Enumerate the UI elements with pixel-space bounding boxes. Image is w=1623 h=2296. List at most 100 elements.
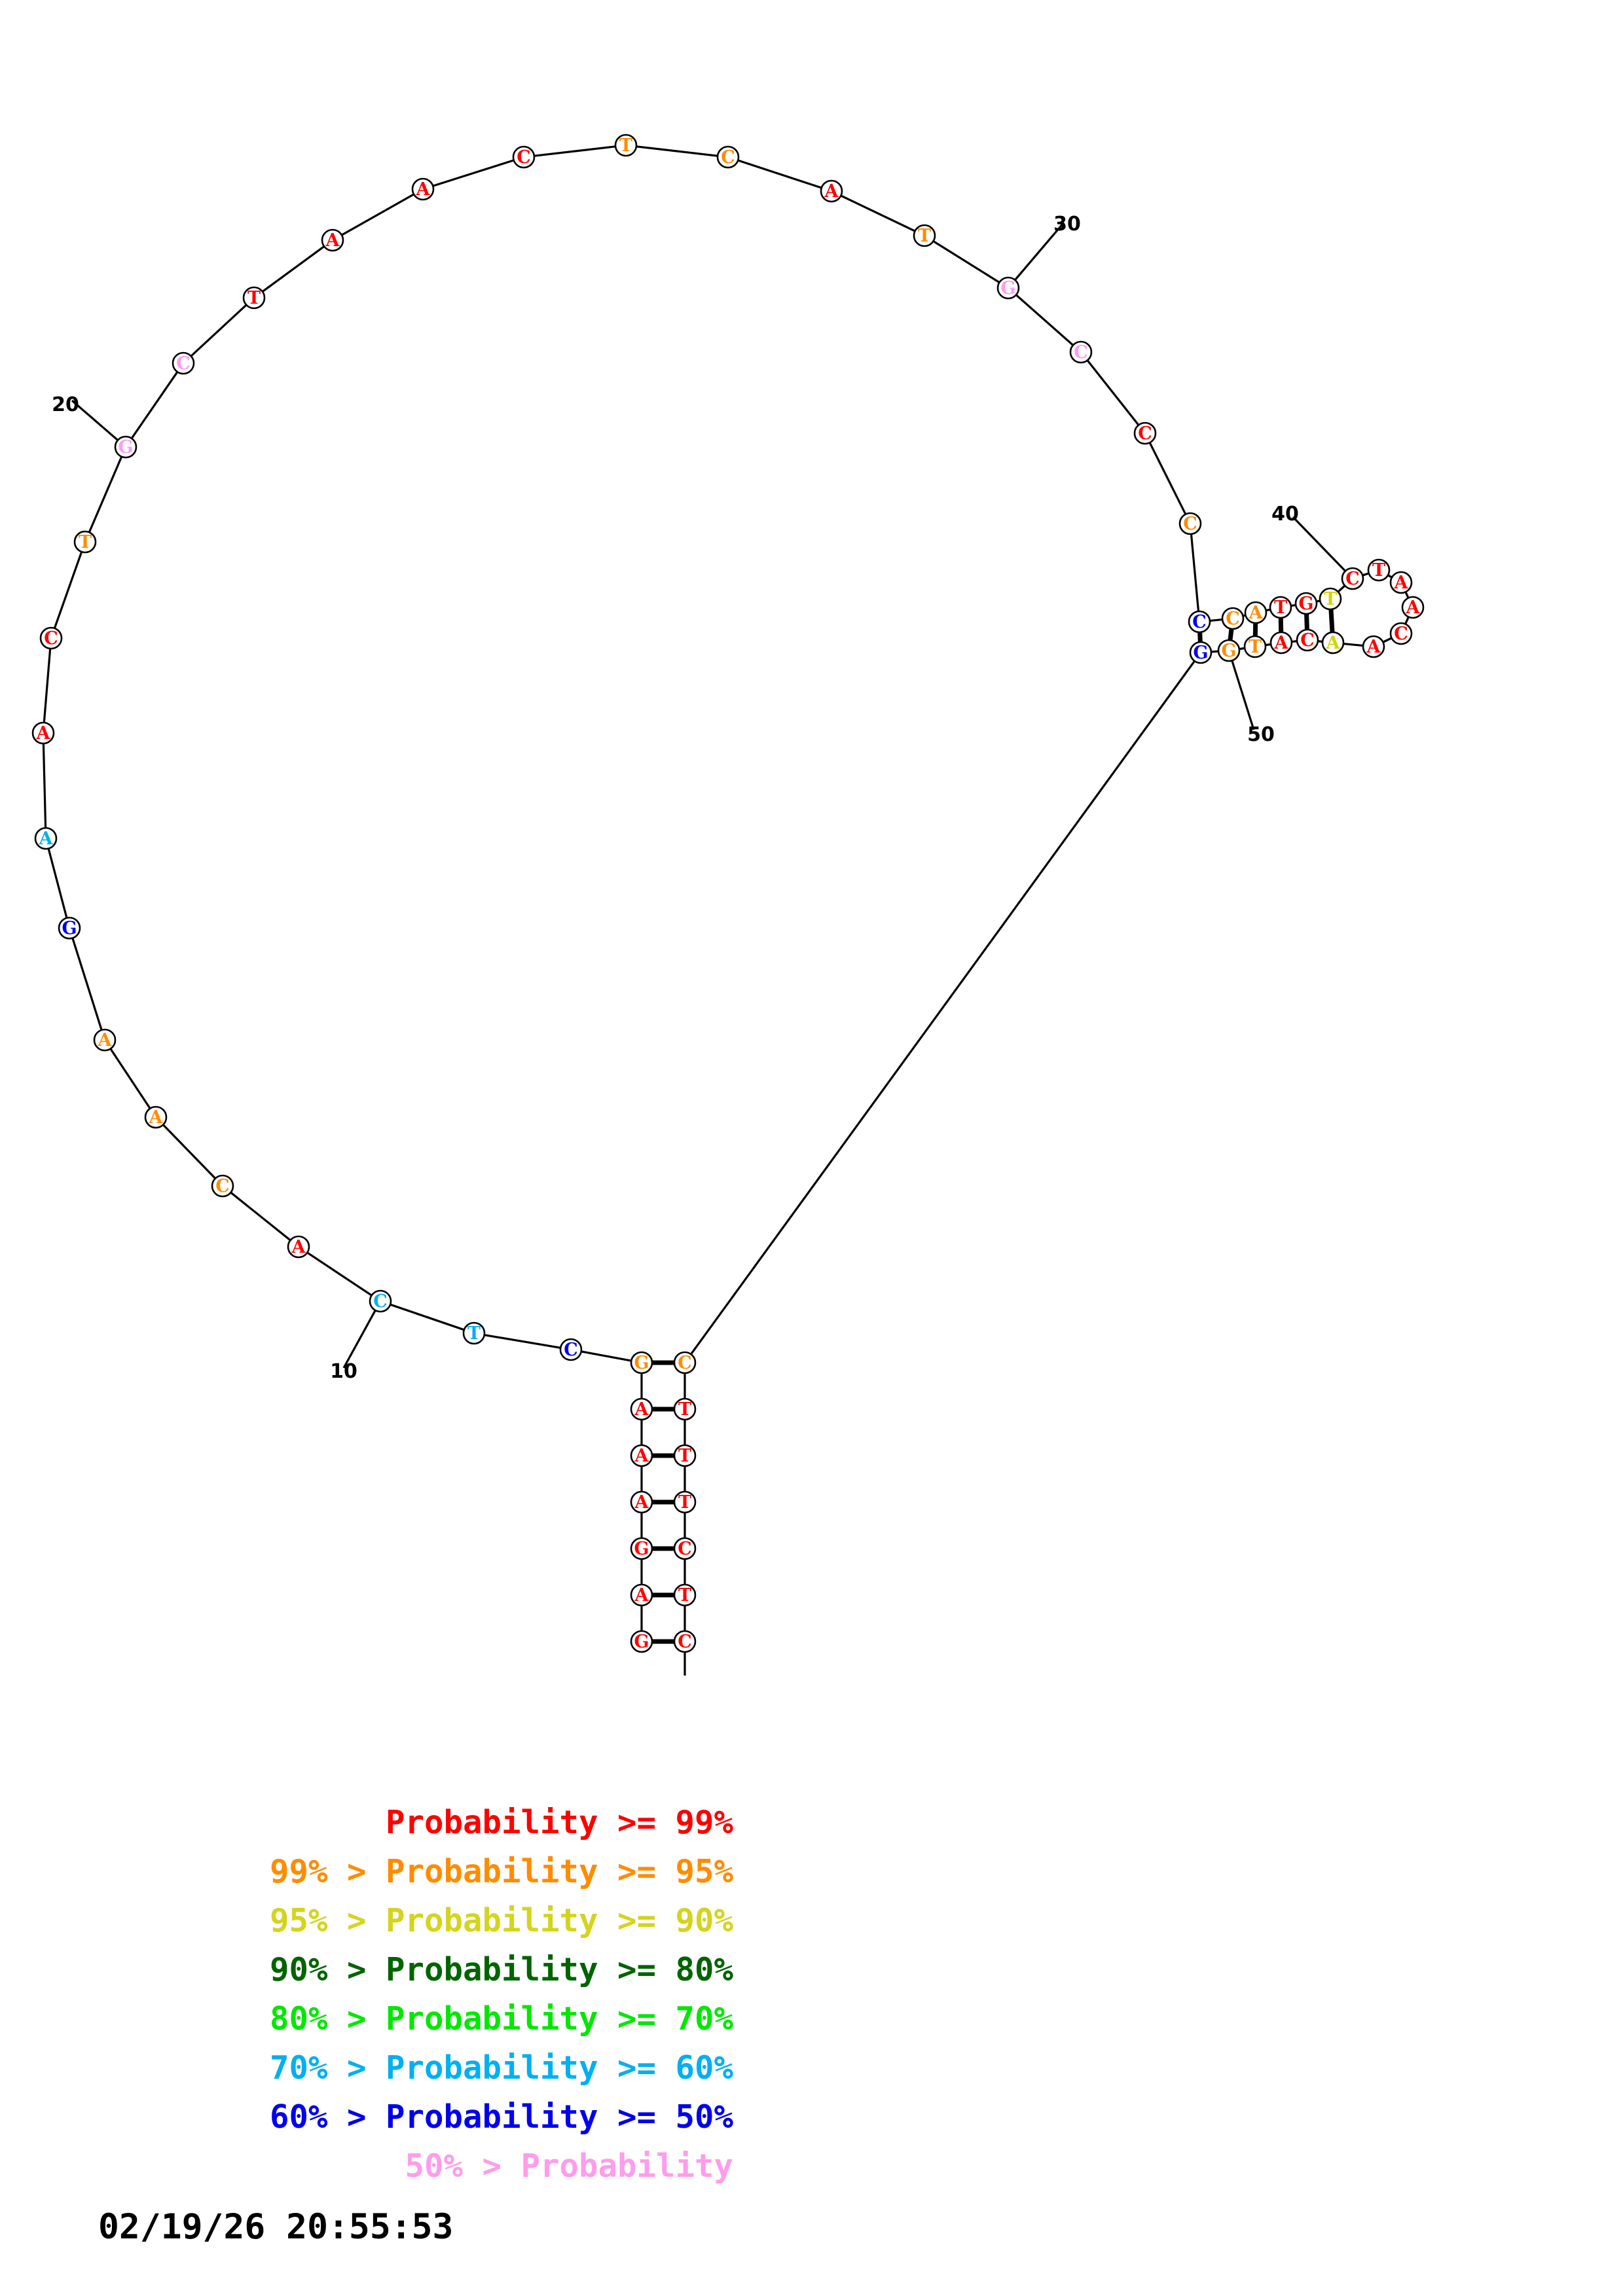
backbone-segment — [534, 145, 616, 157]
position-leader-line — [1292, 516, 1347, 572]
svg-text:C: C — [1192, 612, 1207, 632]
position-leader-line — [71, 399, 119, 441]
svg-text:T: T — [1249, 637, 1262, 657]
svg-text:C: C — [1394, 624, 1408, 644]
nucleotide-node: C — [1069, 340, 1093, 364]
svg-text:C: C — [678, 1353, 692, 1373]
backbone-segment — [1239, 647, 1245, 651]
backbone-segment — [42, 743, 47, 829]
svg-text:A: A — [634, 1399, 649, 1420]
nucleotide-node: A — [1321, 631, 1345, 655]
svg-text:T: T — [678, 1446, 691, 1466]
nucleotide-node: T — [1367, 558, 1391, 582]
nucleotide-node: A — [1244, 601, 1267, 624]
position-leader-line — [1014, 221, 1065, 281]
backbone-segment — [636, 145, 718, 157]
backbone-segment — [1382, 637, 1393, 643]
nucleotide-node: C — [716, 145, 740, 169]
nucleotide-node: T — [1243, 635, 1267, 658]
nucleotide-node: A — [1269, 631, 1293, 655]
backbone-segment — [840, 194, 916, 232]
nucleotide-node: A — [1401, 596, 1425, 619]
backbone-segment — [88, 456, 123, 533]
position-label-50: 50 — [1247, 723, 1275, 746]
legend-line-below-50: 50% > Probability — [405, 2147, 733, 2185]
svg-text:C: C — [517, 147, 531, 168]
legend-line-99: Probability >= 99% — [385, 1804, 733, 1841]
nucleotide-node: C — [559, 1338, 583, 1361]
nucleotide-node: T — [673, 1397, 697, 1421]
backbone-segment — [390, 1303, 465, 1331]
backbone-segment — [581, 1350, 632, 1362]
svg-text:A: A — [1274, 633, 1289, 653]
nucleotide-node: C — [1221, 607, 1245, 630]
svg-text:A: A — [36, 723, 51, 744]
nucleotide-node: T — [73, 530, 97, 554]
backbone-segment — [130, 371, 179, 439]
svg-text:T: T — [678, 1492, 691, 1513]
svg-text:T: T — [619, 135, 632, 156]
svg-text:C: C — [1345, 569, 1360, 589]
nucleotide-node: C — [211, 1174, 234, 1198]
svg-text:A: A — [325, 230, 340, 251]
backbone-segment — [53, 551, 83, 629]
base-pair-bond — [1328, 609, 1335, 633]
backbone-lines — [42, 145, 1410, 1701]
nucleotide-node: C — [673, 1351, 697, 1374]
backbone-segment — [1211, 650, 1219, 653]
nucleotide-node: C — [1133, 422, 1157, 445]
rna-structure-diagram: GAAAGAGCTTTCTCACTCACAAGAACTGCTAACTCATGCC… — [31, 134, 1425, 1723]
nucleotide-node: A — [321, 228, 344, 252]
legend-line-80: 90% > Probability >= 80% — [269, 1951, 733, 1988]
nucleotide-node: G — [630, 1630, 653, 1653]
svg-text:T: T — [678, 1399, 691, 1420]
svg-text:A: A — [149, 1107, 164, 1128]
nucleotide-node: G — [630, 1351, 653, 1374]
nucleotide-node: C — [1296, 628, 1319, 652]
backbone-segment — [1343, 642, 1364, 647]
nucleotide-node: G — [58, 916, 81, 940]
nucleotide-node: C — [1188, 610, 1211, 634]
nucleotide-node: A — [34, 827, 58, 850]
backbone-segment — [932, 240, 1000, 283]
nucleotide-node: C — [39, 626, 63, 650]
nucleotide-node: C — [673, 1630, 697, 1653]
nucleotide-node: A — [630, 1444, 653, 1467]
svg-text:A: A — [416, 179, 431, 200]
position-label-10: 10 — [330, 1360, 357, 1383]
backbone-segment — [109, 1048, 151, 1109]
nucleotide-node: C — [1389, 622, 1413, 645]
nucleotide-node: T — [673, 1583, 697, 1607]
legend-block: Probability >= 99% 99% > Probability >= … — [0, 1806, 1623, 2247]
backbone-segment — [1190, 533, 1200, 612]
svg-text:G: G — [1221, 641, 1236, 661]
svg-text:G: G — [634, 1539, 649, 1559]
nucleotide-node: C — [512, 145, 536, 169]
nucleotide-node: C — [1341, 567, 1364, 590]
nucleotide-node: A — [1362, 635, 1385, 658]
backbone-segment — [190, 304, 247, 357]
nucleotide-node: A — [93, 1028, 117, 1052]
backbone-segment — [1148, 442, 1187, 515]
svg-text:A: A — [634, 1446, 649, 1466]
backbone-segment — [71, 937, 103, 1031]
nucleotide-node: G — [114, 435, 137, 459]
svg-text:T: T — [1372, 560, 1385, 581]
backbone-segment — [1265, 643, 1271, 647]
backbone-segment — [230, 1191, 291, 1242]
svg-text:T: T — [247, 288, 261, 308]
base-pair-bonds — [652, 609, 1335, 1644]
backbone-segment — [1291, 639, 1298, 643]
nucleotide-node: G — [1189, 641, 1213, 664]
backbone-segment — [261, 245, 325, 293]
svg-text:C: C — [1074, 342, 1088, 363]
svg-text:G: G — [1193, 643, 1208, 663]
svg-text:C: C — [721, 147, 735, 168]
backbone-segment — [306, 1251, 373, 1297]
svg-text:T: T — [918, 226, 931, 246]
nucleotide-node: A — [144, 1105, 168, 1129]
svg-text:T: T — [79, 532, 92, 552]
backbone-segment — [484, 1334, 561, 1349]
legend-line-60: 70% > Probability >= 60% — [269, 2049, 733, 2087]
svg-text:C: C — [1226, 609, 1240, 629]
